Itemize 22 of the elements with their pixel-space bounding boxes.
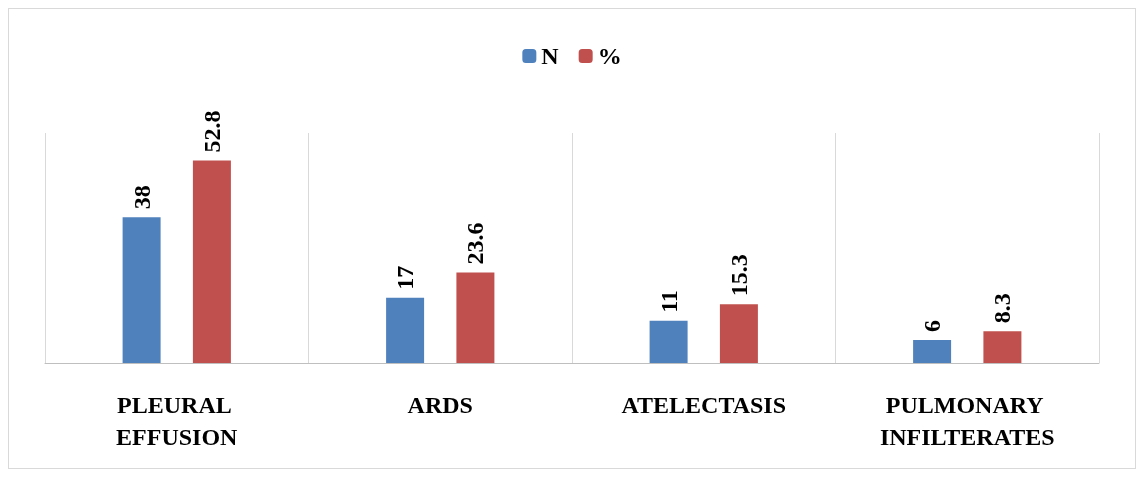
bar bbox=[913, 340, 952, 363]
bar bbox=[983, 331, 1022, 363]
bar bbox=[456, 272, 495, 363]
data-label: 38 bbox=[128, 185, 155, 210]
data-label: 8.3 bbox=[989, 293, 1016, 324]
bar bbox=[649, 320, 688, 363]
x-tick-label: PULMONARY INFILTERATES bbox=[879, 392, 1055, 450]
data-label: 23.6 bbox=[462, 222, 489, 265]
bar bbox=[192, 160, 231, 363]
data-label: 52.8 bbox=[198, 110, 225, 153]
x-tick-label: ATELECTASIS bbox=[621, 392, 787, 418]
legend-label: % bbox=[597, 43, 622, 69]
x-tick-label: ARDS bbox=[407, 392, 473, 418]
data-label: 6 bbox=[919, 320, 946, 332]
data-label: 17 bbox=[392, 265, 419, 290]
data-label: 11 bbox=[655, 290, 682, 313]
legend-label: N bbox=[541, 43, 560, 69]
x-tick-label: PLEURAL EFFUSION bbox=[116, 392, 239, 450]
bar bbox=[719, 304, 758, 363]
bar bbox=[386, 297, 425, 363]
data-label: 15.3 bbox=[725, 254, 752, 297]
bar bbox=[122, 217, 161, 363]
